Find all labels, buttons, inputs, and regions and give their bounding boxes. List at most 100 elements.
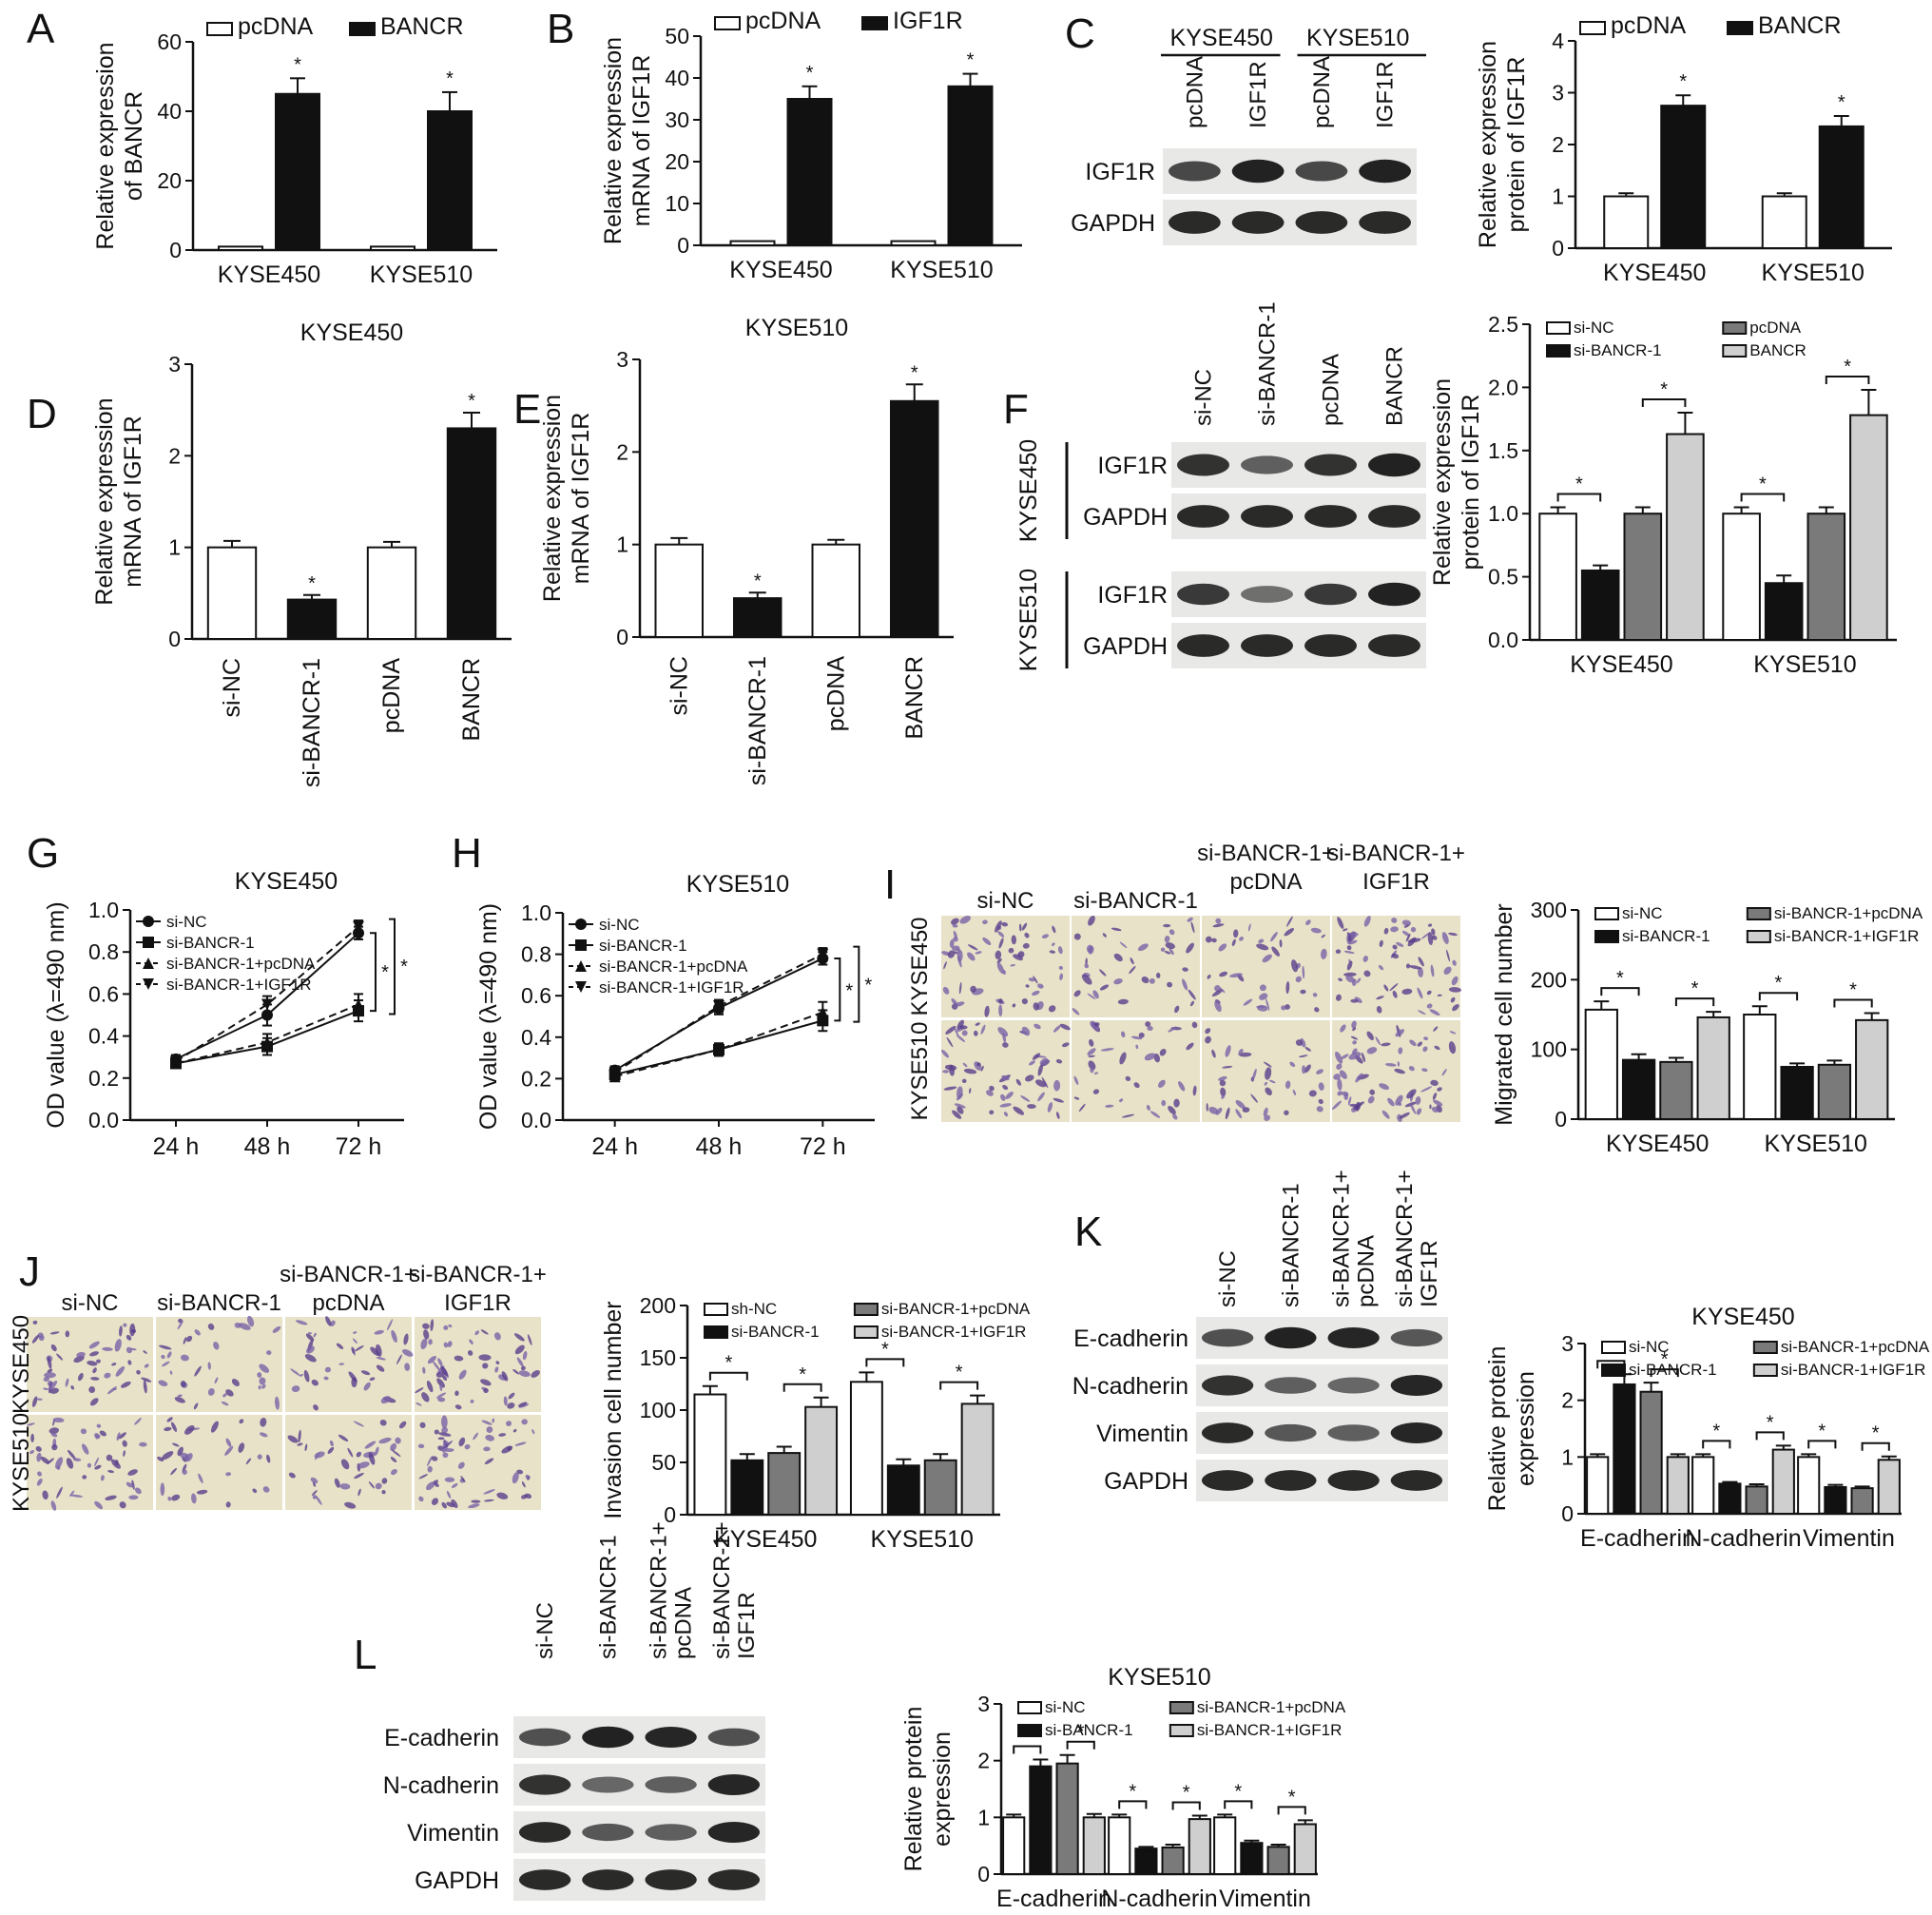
stained-cell [119,1501,126,1509]
stained-cell [954,1103,966,1109]
stained-cell [1013,954,1023,961]
stained-cell [1167,981,1173,988]
y-tick-label: 200 [640,1293,676,1318]
blot-band [1359,159,1411,184]
stained-cell [123,1450,126,1457]
stained-cell [446,1490,452,1499]
stained-cell [303,1369,310,1383]
stained-cell [1384,1063,1397,1067]
y-axis-title: Relative expression [92,42,119,249]
blot-band [1368,582,1420,607]
stained-cell [1348,939,1358,945]
stained-cell [1053,1097,1064,1103]
stained-cell [1318,1082,1324,1091]
legend-label: si-BANCR-1+IGF1R [1774,927,1920,945]
blot-band [1327,1377,1380,1394]
stained-cell [374,1329,384,1335]
y-axis-title: protein of IGF1R [1458,395,1484,571]
stained-cell [336,1343,344,1349]
y-axis-title: Relative expression [539,395,566,602]
stained-cell [50,1432,58,1438]
stained-cell [87,1462,92,1468]
y-tick-label: 0.0 [521,1108,551,1132]
stained-cell [1012,1003,1016,1008]
significance-star: * [1849,980,1857,1001]
stained-cell [516,1357,524,1367]
western-blot-F: IGF1R GAPDH IGF1R GAPDH si-NC si-BANCR-1 pcDNA… [1015,301,1426,671]
stained-cell [1169,948,1174,956]
legend-swatch [1601,1341,1626,1354]
x-tick-label: 24 h [153,1133,200,1160]
stained-cell [949,938,955,948]
stained-cell [1383,927,1389,935]
stained-cell [1211,1049,1216,1058]
panel-label-L: L [354,1632,377,1678]
stained-cell [422,1366,426,1374]
point-marker [817,1006,829,1018]
chart-title: KYSE510 [686,871,789,898]
stained-cell [468,1503,480,1509]
legend-label: si-BANCR-1+pcDNA [599,958,748,976]
y-tick-label: 4 [1552,29,1564,53]
stained-cell [395,1437,401,1444]
stained-cell [1446,949,1451,962]
bar [1240,1842,1264,1876]
bar [446,427,497,640]
legend-label: si-BANCR-1 [166,934,255,952]
blot-lane-label: si-BANCR-1+ [709,1521,735,1659]
stained-cell [225,1389,234,1397]
stained-cell [1431,935,1438,940]
stained-cell [1422,1046,1428,1053]
bar [1666,1456,1690,1516]
y-axis-title: expression [1513,1371,1539,1486]
legend-label: pcDNA [1749,319,1802,337]
bar [427,110,473,251]
stained-cell [418,1474,429,1480]
significance-star: * [1712,1421,1720,1441]
significance-star: * [1767,1412,1774,1433]
stained-cell [483,1489,495,1495]
legend-swatch [1722,321,1748,335]
stained-cell [953,930,957,939]
significance-star: * [1872,1423,1880,1444]
stained-cell [398,1421,407,1429]
significance-bracket [1224,1800,1253,1809]
stained-cell [1218,1075,1227,1081]
stained-cell [1363,970,1371,977]
stained-cell [430,1319,435,1331]
stained-cell [381,1490,386,1495]
panel-label-D: D [27,391,57,437]
stained-cell [958,981,962,995]
bar [1691,1456,1715,1516]
stained-cell [484,1458,494,1464]
stained-cell [231,1379,240,1386]
stained-cell [239,1419,244,1424]
stained-cell [433,1361,441,1372]
stained-cell [160,1482,165,1497]
stained-cell [116,1432,121,1441]
stained-cell [426,1381,434,1393]
stained-cell [1345,975,1355,983]
stained-cell [118,1432,126,1440]
y-axis-title: OD value (λ=490 nm) [43,901,69,1128]
bar [923,1459,957,1517]
stained-cell [164,1426,172,1432]
legend-label: pcDNA [238,13,314,40]
stained-cell [375,1446,379,1456]
stained-cell [1002,1042,1009,1048]
significance-bracket [865,1358,905,1367]
category-label: Vimentin [1803,1525,1895,1552]
y-tick-label: 40 [157,99,182,124]
stained-cell [1081,974,1092,985]
stained-cell [1125,1075,1131,1082]
stained-cell [324,1366,332,1373]
stained-cell [30,1433,34,1442]
blot-row-label: GAPDH [1083,504,1168,531]
stained-cell [1178,1081,1186,1092]
stained-cell [1310,927,1322,934]
chart-J: 0 50 100 150 200 Invasion cell number KYSE450 K… [600,1293,1031,1553]
blot-band [1241,634,1293,657]
stained-cell [1035,1079,1047,1088]
stained-cell [1451,976,1459,986]
stained-cell [503,1396,508,1406]
